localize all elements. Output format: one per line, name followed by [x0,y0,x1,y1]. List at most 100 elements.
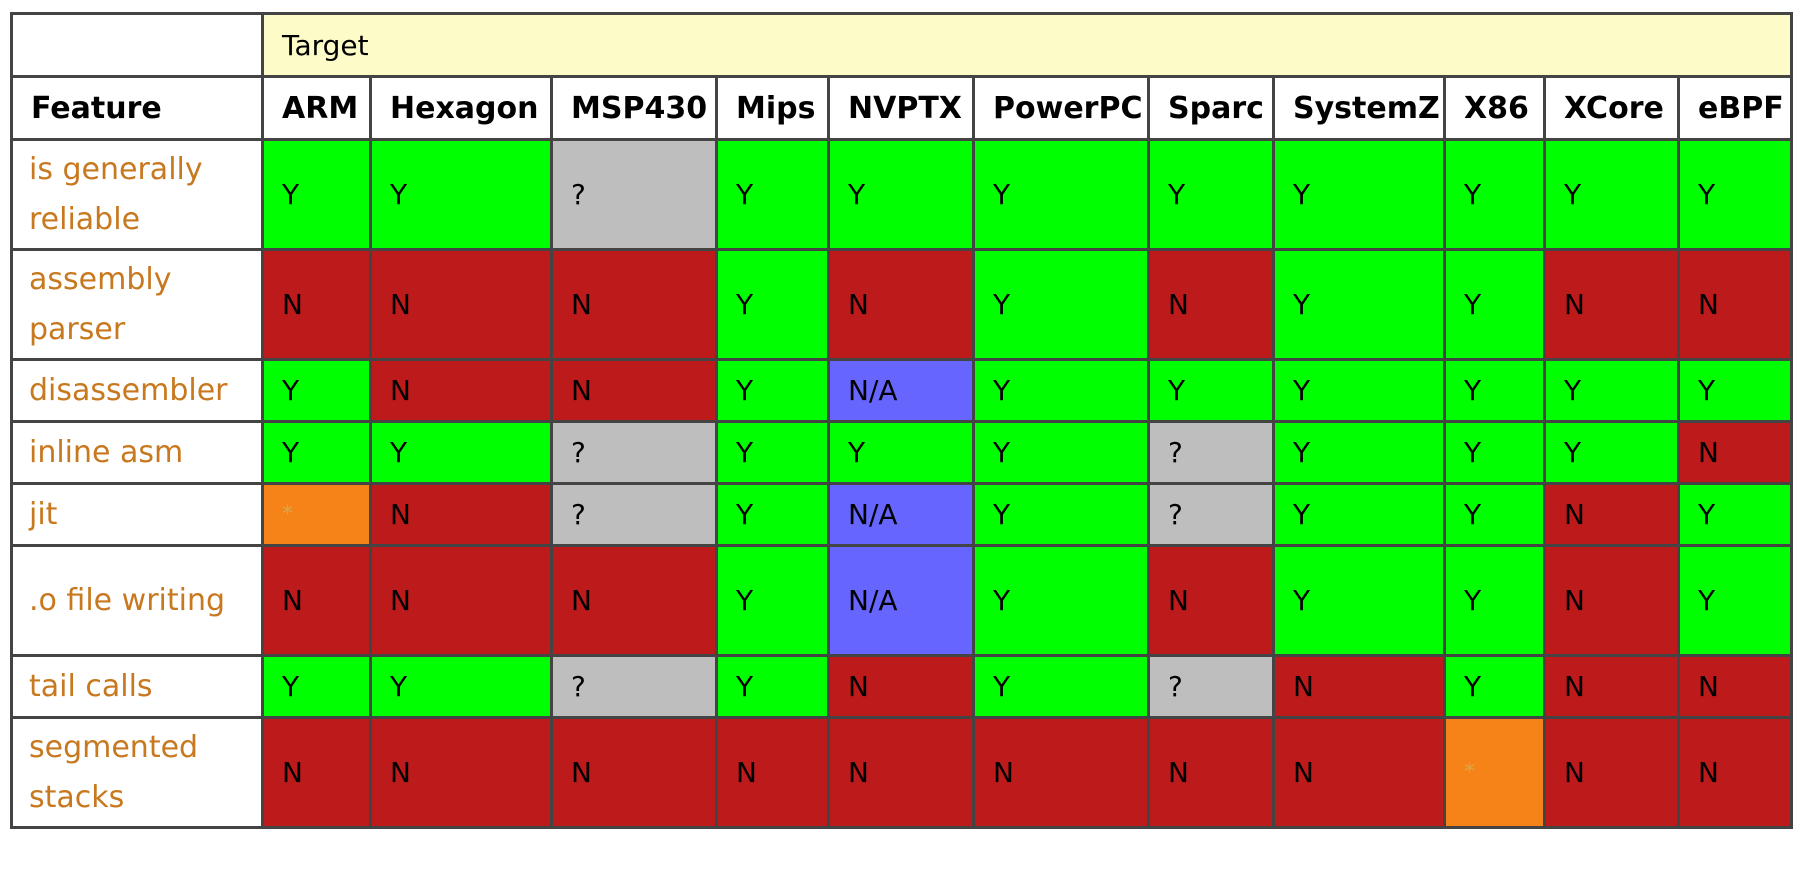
feature-row: jit * N? Y N/A Y? Y Y N Y [10,482,1794,547]
target-column-header: XCore [1543,75,1680,141]
target-column-header: NVPTX [827,75,975,141]
support-cell-yes: Y [1676,544,1794,657]
feature-row: segmented stacks N N N N N N N N * N N [10,716,1794,829]
support-cell-no: N [369,544,553,657]
target-column-header: SystemZ [1272,75,1446,141]
feature-label: disassembler [10,358,264,423]
support-cell-yes: Y [715,138,830,251]
support-cell-yes: Y [261,654,372,719]
support-cell-no: N [827,654,975,719]
target-column-header: Sparc [1147,75,1275,141]
support-cell-yes: Y [715,544,830,657]
feature-label: assembly parser [10,248,264,361]
support-cell-no: N [715,716,830,829]
support-cell-yes: Y [1443,544,1546,657]
target-column-header: ARM [261,75,372,141]
support-cell-unknown: ? [550,138,718,251]
support-cell-no: N [261,716,372,829]
support-cell-no: N [1676,420,1794,485]
support-cell-yes: Y [1543,420,1680,485]
support-cell-yes: Y [972,358,1150,423]
support-cell-yes: Y [1272,420,1446,485]
support-cell-no: N [972,716,1150,829]
support-cell-yes: Y [1147,358,1275,423]
support-cell-no: N [1543,716,1680,829]
support-cell-yes: Y [972,654,1150,719]
support-cell-no: N [261,544,372,657]
support-cell-no: N [369,248,553,361]
support-cell-yes: Y [1443,138,1546,251]
support-cell-no: N [1676,716,1794,829]
support-cell-yes: Y [972,248,1150,361]
support-cell-yes: Y [715,654,830,719]
support-cell-yes: Y [827,420,975,485]
support-cell-yes: Y [261,420,372,485]
support-cell-no: N [1676,654,1794,719]
support-cell-unknown: ? [550,482,718,547]
support-cell-unknown: ? [1147,420,1275,485]
support-cell-no: N [369,482,553,547]
support-cell-yes: Y [1443,248,1546,361]
support-cell-yes: Y [1443,482,1546,547]
support-cell-yes: Y [972,420,1150,485]
support-cell-not-applicable: N/A [827,358,975,423]
feature-column-header: Feature [10,75,264,141]
feature-label: jit [10,482,264,547]
support-cell-not-applicable: N/A [827,544,975,657]
support-cell-yes: Y [369,420,553,485]
support-cell-no: N [369,358,553,423]
feature-row: is generally reliable Y Y? Y Y Y Y Y Y Y Y [10,138,1794,251]
support-cell-partial: * [1443,716,1546,829]
target-header-row: Target [10,12,1794,78]
support-cell-yes: Y [715,358,830,423]
feature-label: is generally reliable [10,138,264,251]
support-cell-yes: Y [972,138,1150,251]
target-column-header: Mips [715,75,830,141]
target-column-header: eBPF [1676,75,1794,141]
target-column-header: MSP430 [550,75,718,141]
target-feature-matrix: Target Feature ARM Hexagon MSP430 Mips NVPTX… [10,12,1794,829]
support-cell-yes: Y [1676,482,1794,547]
support-cell-yes: Y [1443,358,1546,423]
column-header-row: Feature ARM Hexagon MSP430 Mips NVPTX PowerPC… [10,75,1794,141]
support-cell-no: N [1676,248,1794,361]
support-cell-yes: Y [972,482,1150,547]
support-cell-no: N [1543,482,1680,547]
target-column-header: X86 [1443,75,1546,141]
support-cell-yes: Y [1272,544,1446,657]
support-cell-yes: Y [972,544,1150,657]
feature-label: .o file writing [10,544,264,657]
support-cell-no: N [827,248,975,361]
support-cell-no: N [1147,248,1275,361]
support-cell-not-applicable: N/A [827,482,975,547]
feature-label: tail calls [10,654,264,719]
support-cell-unknown: ? [1147,654,1275,719]
support-cell-yes: Y [1443,420,1546,485]
support-cell-yes: Y [1676,358,1794,423]
support-cell-yes: Y [1543,358,1680,423]
support-cell-yes: Y [1676,138,1794,251]
support-cell-yes: Y [261,358,372,423]
support-cell-no: N [550,248,718,361]
support-cell-yes: Y [1272,358,1446,423]
support-cell-no: N [550,716,718,829]
support-cell-unknown: ? [1147,482,1275,547]
support-cell-yes: Y [715,420,830,485]
support-cell-yes: Y [369,654,553,719]
support-cell-yes: Y [827,138,975,251]
support-cell-no: N [827,716,975,829]
support-cell-unknown: ? [550,654,718,719]
feature-row: assembly parser N N N Y N Y N Y Y N N [10,248,1794,361]
support-cell-yes: Y [369,138,553,251]
feature-row: disassembler Y N N Y N/A Y Y Y Y Y Y [10,358,1794,423]
support-cell-no: N [1272,654,1446,719]
feature-row: tail calls Y Y? Y N Y? N Y N N [10,654,1794,719]
support-cell-no: N [261,248,372,361]
support-cell-yes: Y [261,138,372,251]
feature-row: .o file writing N N N Y N/A Y N Y Y N Y [10,544,1794,657]
support-cell-partial: * [261,482,372,547]
support-cell-no: N [1147,544,1275,657]
target-column-header: PowerPC [972,75,1150,141]
support-cell-no: N [1543,248,1680,361]
